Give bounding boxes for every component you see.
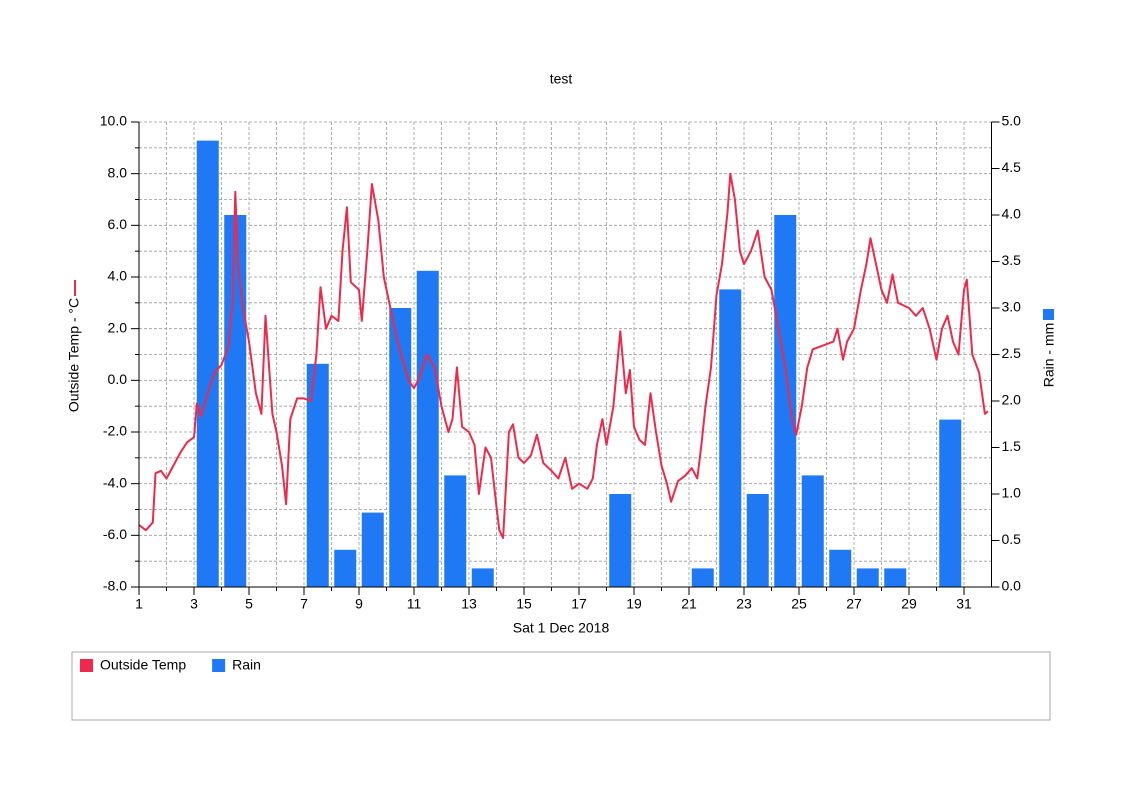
y-axis-label: Outside Temp - °C xyxy=(66,298,82,412)
legend: Outside Temp Rain xyxy=(80,657,261,673)
x-tick-label: 9 xyxy=(355,596,363,612)
legend-swatch xyxy=(212,659,226,672)
y2-tick-label: 5.0 xyxy=(1002,113,1022,129)
temperature-line xyxy=(138,172,989,539)
x-tick-label: 1 xyxy=(135,596,143,612)
rain-bar xyxy=(884,568,907,587)
legend-label: Rain xyxy=(232,657,261,673)
rain-bar xyxy=(471,568,494,587)
rain-bar xyxy=(361,512,384,587)
y-tick-label: -4.0 xyxy=(103,474,127,490)
x-tick-label: 17 xyxy=(571,596,587,612)
rain-bar xyxy=(389,308,412,587)
rain-bar xyxy=(774,215,797,587)
y-tick-label: -2.0 xyxy=(103,423,127,439)
rain-bar xyxy=(416,270,439,587)
y2-tick-label: 3.0 xyxy=(1002,299,1022,315)
x-tick-label: 5 xyxy=(245,596,253,612)
rain-bar xyxy=(306,363,329,587)
rain-bar xyxy=(196,140,219,587)
y-tick-label: 6.0 xyxy=(108,216,128,232)
legend-swatch xyxy=(80,659,93,672)
y-tick-label: 4.0 xyxy=(108,268,128,284)
x-tick-label: 23 xyxy=(736,596,752,612)
y2-tick-label: 4.0 xyxy=(1002,206,1022,222)
legend-box xyxy=(71,651,1051,721)
y-tick-label: 0.0 xyxy=(108,371,128,387)
y2-tick-label: 0.0 xyxy=(1002,578,1022,594)
rain-bar xyxy=(719,289,742,587)
y2-tick-label: 0.5 xyxy=(1002,531,1022,547)
rain-bar xyxy=(444,475,467,587)
y2-tick-label: 1.5 xyxy=(1002,438,1022,454)
y2-axis-legend-marker xyxy=(1043,309,1054,320)
x-tick-label: 3 xyxy=(190,596,198,612)
y2-axis-label: Rain - mm xyxy=(1041,323,1057,388)
y2-tick-label: 2.0 xyxy=(1002,392,1022,408)
x-tick-label: 7 xyxy=(300,596,308,612)
y2-tick-label: 1.0 xyxy=(1002,485,1022,501)
x-tick-label: 31 xyxy=(956,596,972,612)
x-axis-label: Sat 1 Dec 2018 xyxy=(513,620,610,636)
rain-bar xyxy=(829,549,852,587)
y2-tick-label: 3.5 xyxy=(1002,252,1022,268)
y-tick-label: 8.0 xyxy=(108,164,128,180)
x-tick-label: 19 xyxy=(626,596,642,612)
y-tick-label: -6.0 xyxy=(103,526,127,542)
y-tick-label: 2.0 xyxy=(108,319,128,335)
rain-bar xyxy=(224,215,247,587)
rain-bar xyxy=(334,549,357,587)
y-tick-label: -8.0 xyxy=(103,578,127,594)
y-tick-label: 10.0 xyxy=(100,113,127,129)
y2-tick-label: 4.5 xyxy=(1002,159,1022,175)
rain-bar xyxy=(609,494,632,587)
rain-bar xyxy=(746,494,769,587)
x-tick-label: 15 xyxy=(516,596,532,612)
x-tick-label: 25 xyxy=(791,596,807,612)
rain-bar xyxy=(801,475,824,587)
x-tick-label: 21 xyxy=(681,596,697,612)
x-tick-label: 11 xyxy=(407,596,422,612)
rain-bar xyxy=(939,419,962,587)
x-tick-label: 27 xyxy=(846,596,862,612)
y2-tick-label: 2.5 xyxy=(1002,345,1022,361)
rain-bar xyxy=(691,568,714,587)
rain-bar xyxy=(856,568,879,587)
grid xyxy=(135,121,992,591)
chart-title: test xyxy=(550,71,573,87)
x-tick-label: 13 xyxy=(461,596,477,612)
legend-label: Outside Temp xyxy=(100,657,186,673)
x-tick-label: 29 xyxy=(901,596,917,612)
